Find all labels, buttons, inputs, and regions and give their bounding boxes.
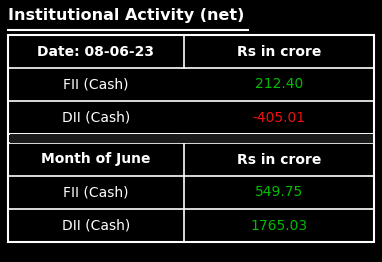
Text: Date: 08-06-23: Date: 08-06-23	[37, 45, 154, 58]
Text: Institutional Activity (net): Institutional Activity (net)	[8, 8, 244, 23]
Text: DII (Cash): DII (Cash)	[62, 219, 130, 232]
Bar	[10, 134, 372, 143]
Text: Month of June: Month of June	[41, 152, 151, 166]
Text: FII (Cash): FII (Cash)	[63, 78, 129, 91]
Text: Rs in crore: Rs in crore	[237, 152, 321, 166]
Text: Rs in crore: Rs in crore	[237, 45, 321, 58]
Text: 1765.03: 1765.03	[250, 219, 308, 232]
Text: 549.75: 549.75	[255, 185, 303, 199]
Bar	[8, 35, 374, 242]
Text: 212.40: 212.40	[255, 78, 303, 91]
Text: -405.01: -405.01	[252, 111, 305, 124]
Text: FII (Cash): FII (Cash)	[63, 185, 129, 199]
Text: DII (Cash): DII (Cash)	[62, 111, 130, 124]
